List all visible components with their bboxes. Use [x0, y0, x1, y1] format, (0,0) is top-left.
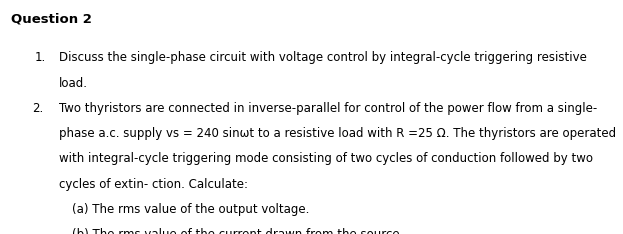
Text: (a) The rms value of the output voltage.: (a) The rms value of the output voltage.: [72, 203, 309, 216]
Text: phase a.c. supply vs = 240 sinωt to a resistive load with R =25 Ω. The thyristor: phase a.c. supply vs = 240 sinωt to a re…: [59, 127, 616, 140]
Text: 1.: 1.: [34, 51, 45, 65]
Text: with integral-cycle triggering mode consisting of two cycles of conduction follo: with integral-cycle triggering mode cons…: [59, 152, 593, 165]
Text: 2.: 2.: [32, 102, 44, 115]
Text: Question 2: Question 2: [11, 13, 92, 26]
Text: load.: load.: [59, 77, 88, 90]
Text: (b) The rms value of the current drawn from the source.: (b) The rms value of the current drawn f…: [72, 228, 403, 234]
Text: Discuss the single-phase circuit with voltage control by integral-cycle triggeri: Discuss the single-phase circuit with vo…: [59, 51, 587, 65]
Text: Two thyristors are connected in inverse-parallel for control of the power flow f: Two thyristors are connected in inverse-…: [59, 102, 597, 115]
Text: cycles of extin- ction. Calculate:: cycles of extin- ction. Calculate:: [59, 178, 248, 191]
